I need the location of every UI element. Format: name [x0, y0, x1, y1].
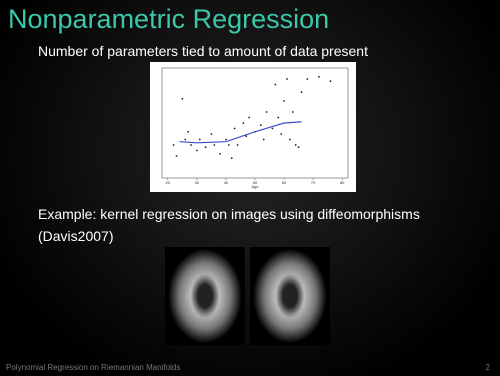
x-tick-label: 20: [166, 180, 171, 185]
point: [198, 138, 201, 141]
point: [236, 144, 239, 146]
point: [227, 144, 230, 146]
point: [259, 124, 262, 127]
x-tick-label: 40: [224, 180, 229, 185]
point: [288, 138, 291, 141]
point: [181, 97, 184, 100]
point: [242, 122, 245, 124]
point: [204, 146, 207, 149]
bullet: Number of parameters tied to amount of d…: [38, 43, 368, 59]
point: [187, 130, 190, 133]
point: [291, 111, 294, 113]
x-label: Age: [251, 184, 259, 189]
point: [233, 127, 236, 130]
x-tick-label: 70: [311, 180, 316, 185]
chart: Age 20 30 40 50 60 70 80: [150, 62, 356, 192]
x-tick-label: 50: [253, 180, 258, 185]
x-tick-label: 80: [340, 180, 345, 185]
point: [190, 144, 192, 146]
point: [172, 144, 175, 146]
point: [294, 144, 297, 146]
example: Example: kernel regression on images usi…: [38, 206, 420, 222]
point: [262, 138, 265, 141]
point: [306, 78, 309, 80]
point: [225, 138, 227, 141]
point: [286, 78, 288, 80]
point: [271, 127, 274, 130]
x-tick-label: 30: [195, 180, 200, 185]
point: [297, 146, 300, 149]
point: [248, 116, 251, 119]
point: [184, 138, 187, 141]
point: [283, 100, 285, 102]
point: [280, 133, 283, 135]
point: [329, 80, 332, 83]
chart-bg: [150, 62, 356, 192]
point: [265, 111, 268, 113]
point: [245, 135, 248, 138]
footer: Polynomial Regression on Riemannian Mani…: [6, 363, 181, 372]
page-number: 2: [485, 363, 490, 372]
point: [277, 116, 280, 119]
point: [210, 133, 213, 135]
point: [195, 149, 198, 152]
point: [300, 91, 303, 94]
fit-line: [179, 121, 302, 144]
point: [274, 83, 277, 86]
brain-image: [250, 247, 330, 345]
title: Nonparametric Regression: [8, 4, 330, 34]
x-tick-label: 60: [282, 180, 287, 185]
point: [219, 152, 222, 155]
citation: (Davis2007): [38, 228, 114, 244]
brain-image: [165, 247, 245, 345]
point: [175, 155, 178, 157]
point: [213, 144, 216, 146]
point: [318, 75, 320, 78]
point: [230, 157, 233, 160]
